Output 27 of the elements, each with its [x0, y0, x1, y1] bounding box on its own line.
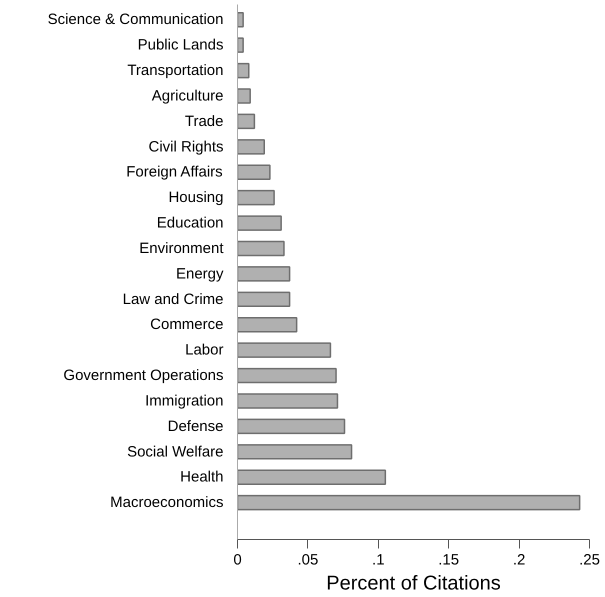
y-tick-label: Foreign Affairs [126, 164, 223, 181]
y-tick-label: Science & Communication [48, 11, 224, 28]
x-tick-label: .1 [372, 552, 385, 568]
y-tick-label: Public Lands [138, 36, 224, 54]
x-axis-title: Percent of Citations [326, 572, 501, 594]
x-tick-label: .25 [579, 552, 600, 568]
y-tick-label: Trade [184, 112, 224, 130]
x-tick-label: .15 [438, 552, 460, 568]
x-tick-label: 0 [233, 552, 242, 568]
y-tick-label: Social Welfare [127, 443, 224, 460]
y-tick-label: Macroeconomics [110, 494, 224, 512]
y-tick-label: Health [180, 468, 224, 486]
y-tick-label: Labor [185, 342, 224, 359]
y-tick-label: Environment [139, 240, 224, 257]
y-tick-label: Government Operations [63, 367, 224, 384]
y-tick-label: Energy [176, 265, 224, 282]
y-tick-label: Law and Crime [122, 290, 224, 308]
y-tick-label: Transportation [127, 62, 224, 80]
y-tick-label: Immigration [145, 392, 224, 410]
y-tick-label: Education [156, 214, 224, 232]
x-tick-label: .05 [297, 552, 318, 568]
x-tick-label: .2 [512, 552, 526, 568]
y-tick-label: Agriculture [152, 87, 224, 104]
y-tick-label: Civil Rights [148, 138, 224, 156]
y-tick-label: Housing [168, 189, 224, 206]
y-tick-label: Defense [168, 418, 224, 435]
y-tick-label: Commerce [150, 316, 224, 334]
